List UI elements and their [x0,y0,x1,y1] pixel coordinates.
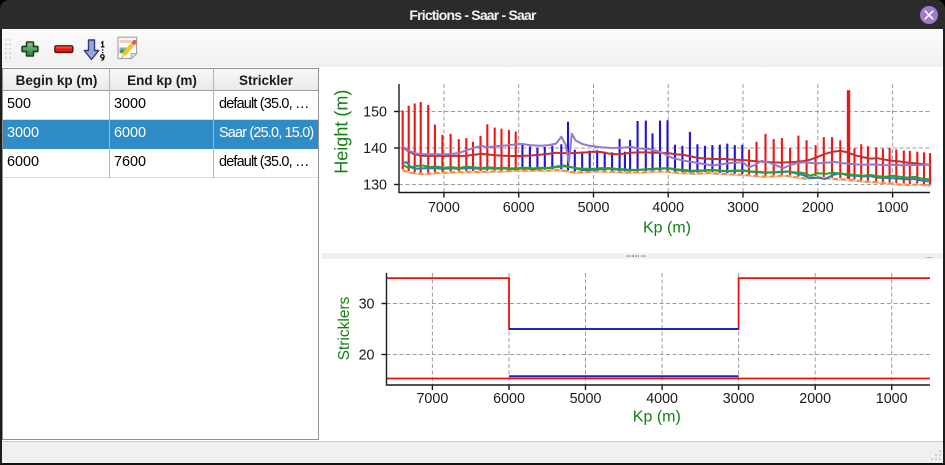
svg-text:Kp (m): Kp (m) [643,220,691,237]
svg-text:2000: 2000 [802,200,834,216]
svg-text:20: 20 [359,347,375,363]
svg-text:Kp (m): Kp (m) [633,409,681,426]
svg-text:3000: 3000 [727,200,759,216]
svg-text:4000: 4000 [646,391,678,407]
svg-text:6000: 6000 [503,200,535,216]
svg-text:Stricklers: Stricklers [336,296,353,360]
svg-text:7000: 7000 [416,391,448,407]
svg-text:1000: 1000 [876,391,908,407]
svg-text:30: 30 [359,296,375,312]
svg-text:5000: 5000 [578,200,610,216]
svg-text:130: 130 [363,177,387,193]
svg-text:1000: 1000 [877,200,909,216]
svg-text:3000: 3000 [723,391,755,407]
svg-text:2000: 2000 [799,391,831,407]
svg-text:6000: 6000 [493,391,525,407]
svg-text:4000: 4000 [652,200,684,216]
svg-text:5000: 5000 [570,391,602,407]
svg-text:140: 140 [363,141,387,157]
svg-text:Height (m): Height (m) [332,90,352,174]
svg-text:7000: 7000 [428,200,460,216]
svg-text:150: 150 [363,104,387,120]
